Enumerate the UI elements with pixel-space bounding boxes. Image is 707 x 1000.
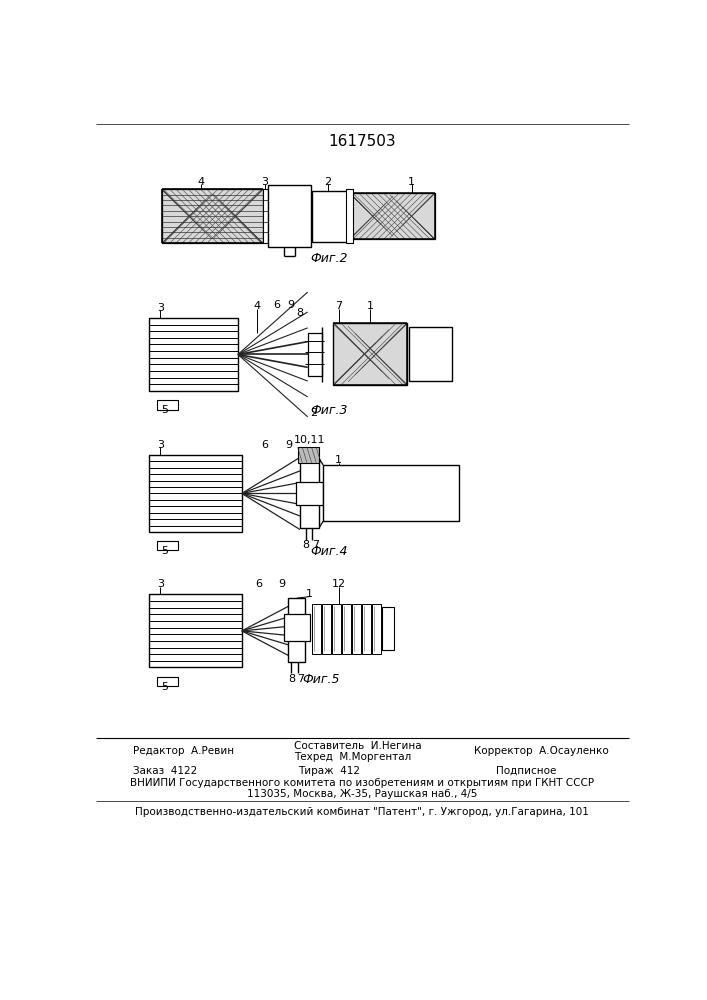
Bar (322, 604, 331, 654)
Text: 5: 5 (160, 682, 168, 692)
Text: 9: 9 (287, 300, 294, 310)
Text: 4: 4 (254, 301, 261, 311)
Text: 1617503: 1617503 (328, 134, 396, 149)
Bar (362, 604, 371, 654)
Text: 1: 1 (305, 589, 312, 599)
Text: Тираж  412: Тираж 412 (298, 766, 360, 776)
Bar (149, 594, 242, 667)
Text: 1: 1 (335, 455, 342, 465)
Text: Подписное: Подписное (496, 766, 556, 776)
Text: Производственно-издательский комбинат "Патент", г. Ужгород, ул.Гагарина, 101: Производственно-издательский комбинат "П… (135, 807, 589, 817)
Bar (372, 604, 381, 654)
Text: ВНИИПИ Государственного комитета по изобретениям и открытиям при ГКНТ СССР: ВНИИПИ Государственного комитета по изоб… (130, 778, 594, 788)
Bar (263, 189, 268, 243)
Text: Фиг.2: Фиг.2 (310, 252, 347, 265)
Text: 3: 3 (262, 177, 269, 187)
Text: 7: 7 (335, 301, 342, 311)
Text: 6: 6 (262, 440, 269, 450)
Bar (332, 604, 341, 654)
Text: Редактор  А.Ревин: Редактор А.Ревин (134, 746, 235, 756)
Text: 8: 8 (303, 540, 310, 550)
Bar (156, 677, 178, 686)
Text: 2: 2 (325, 177, 332, 187)
Text: 10,11: 10,11 (293, 435, 325, 445)
Bar (409, 327, 452, 381)
Text: 9: 9 (279, 579, 286, 589)
Text: 9: 9 (285, 440, 292, 450)
Text: 3: 3 (157, 303, 164, 313)
Text: Фиг.4: Фиг.4 (310, 545, 347, 558)
Text: 4: 4 (197, 177, 204, 187)
Bar (298, 447, 320, 463)
Bar (156, 541, 178, 550)
Text: Техред  М.Моргентал: Техред М.Моргентал (293, 752, 411, 762)
Bar (156, 400, 178, 410)
Text: Заказ  4122: Заказ 4122 (134, 766, 197, 776)
Text: 1: 1 (408, 177, 415, 187)
Bar (346, 189, 354, 243)
Text: Фиг.3: Фиг.3 (310, 404, 347, 417)
Text: 5: 5 (160, 405, 168, 415)
Bar (312, 604, 321, 654)
Text: 7: 7 (312, 540, 319, 550)
Bar (284, 614, 310, 641)
Text: 6: 6 (273, 300, 280, 310)
Bar (308, 333, 322, 376)
Text: 1: 1 (367, 301, 373, 311)
Bar (333, 323, 407, 385)
Text: Корректор  А.Осауленко: Корректор А.Осауленко (474, 746, 608, 756)
Bar (162, 189, 263, 243)
Text: 8: 8 (296, 308, 303, 318)
Text: 3: 3 (157, 579, 164, 589)
Bar (382, 607, 394, 650)
Text: 6: 6 (255, 579, 262, 589)
Bar (312, 191, 349, 242)
Bar (149, 455, 242, 532)
Bar (288, 598, 305, 662)
Text: 5: 5 (160, 546, 168, 556)
Bar (296, 482, 323, 505)
Text: 3: 3 (157, 440, 164, 450)
Bar (349, 193, 435, 239)
Text: 8: 8 (288, 674, 295, 684)
Text: 113035, Москва, Ж-35, Раушская наб., 4/5: 113035, Москва, Ж-35, Раушская наб., 4/5 (247, 789, 477, 799)
Text: 12: 12 (332, 579, 346, 589)
Text: 7: 7 (297, 674, 304, 684)
Bar (149, 318, 238, 391)
Bar (268, 185, 311, 247)
Bar (300, 459, 320, 528)
Bar (352, 604, 361, 654)
Bar (341, 604, 351, 654)
Bar (323, 465, 459, 521)
Text: Фиг.5: Фиг.5 (302, 673, 339, 686)
Text: 2: 2 (310, 408, 317, 418)
Text: Составитель  И.Негина: Составитель И.Негина (293, 741, 421, 751)
